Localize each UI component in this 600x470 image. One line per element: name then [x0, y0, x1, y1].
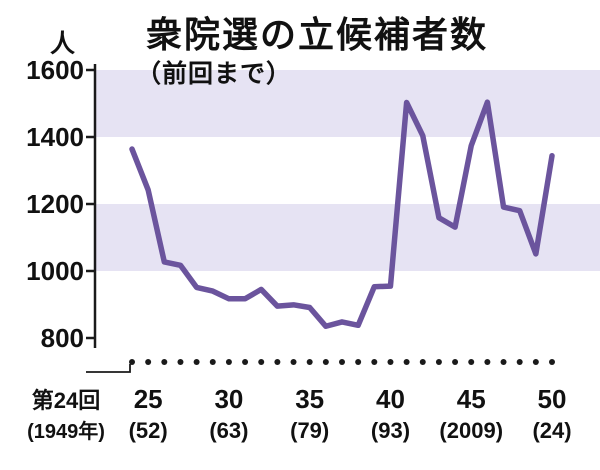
x-axis-dot: [339, 359, 345, 365]
x-axis-dot: [145, 359, 152, 365]
x-axis-dot: [177, 359, 184, 365]
x-axis-dot: [322, 359, 329, 365]
x-axis-tick-label: 40: [376, 384, 405, 414]
x-axis-dot: [129, 359, 135, 365]
x-axis-year-label: (93): [371, 418, 410, 443]
y-axis-tick-label: 1200: [26, 189, 84, 219]
background-band: [95, 204, 600, 271]
x-axis-dot: [500, 359, 507, 365]
x-axis-dot: [290, 359, 297, 365]
x-axis-dot: [306, 359, 313, 365]
x-axis-tick-label: 35: [295, 384, 324, 414]
x-axis-dot: [484, 359, 491, 365]
x-axis-year-label: (24): [532, 418, 571, 443]
y-axis-unit-label: 人: [50, 30, 76, 58]
first-election-leader-line: [86, 364, 131, 373]
x-axis-dot: [419, 359, 426, 365]
x-axis-dot: [355, 359, 362, 365]
x-axis-year-label: (52): [129, 418, 168, 443]
x-axis-dot: [225, 359, 232, 365]
x-axis-tick-label: 50: [538, 384, 567, 414]
x-axis-tick-label: 25: [134, 384, 163, 414]
x-axis-year-label: (2009): [439, 418, 503, 443]
candidates-line-series: [129, 99, 555, 330]
x-axis-dot: [468, 359, 475, 365]
x-axis-tick-label: 30: [214, 384, 243, 414]
x-axis-dot: [258, 359, 265, 365]
x-axis-dot: [532, 359, 539, 365]
x-axis-dot: [452, 359, 459, 365]
x-axis-year-label: (1949年): [27, 419, 105, 443]
x-axis-dot: [161, 359, 168, 365]
x-axis-dot: [209, 359, 216, 365]
x-axis-dot: [403, 359, 410, 365]
y-axis-tick-label: 1400: [26, 122, 84, 152]
x-axis-dot: [242, 359, 249, 365]
x-axis-tick-label: 第24回: [32, 388, 100, 413]
y-axis-tick-label: 1600: [26, 55, 84, 85]
x-axis-dot: [371, 359, 378, 365]
x-axis-year-label: (63): [209, 418, 248, 443]
y-axis-tick-label: 800: [41, 323, 84, 353]
chart-title: 衆院選の立候補者数: [146, 14, 489, 55]
background-band: [95, 70, 600, 137]
x-axis-dot: [435, 359, 442, 365]
x-axis-dot: [516, 359, 523, 365]
x-axis-dot: [274, 359, 281, 365]
x-axis-tick-label: 45: [457, 384, 486, 414]
x-axis-dot: [387, 359, 394, 365]
chart-subtitle: （前回まで）: [136, 60, 293, 88]
x-axis-year-label: (79): [290, 418, 329, 443]
x-axis-dot: [549, 359, 555, 365]
y-axis-tick-label: 1000: [26, 256, 84, 286]
x-axis-dot: [193, 359, 200, 365]
